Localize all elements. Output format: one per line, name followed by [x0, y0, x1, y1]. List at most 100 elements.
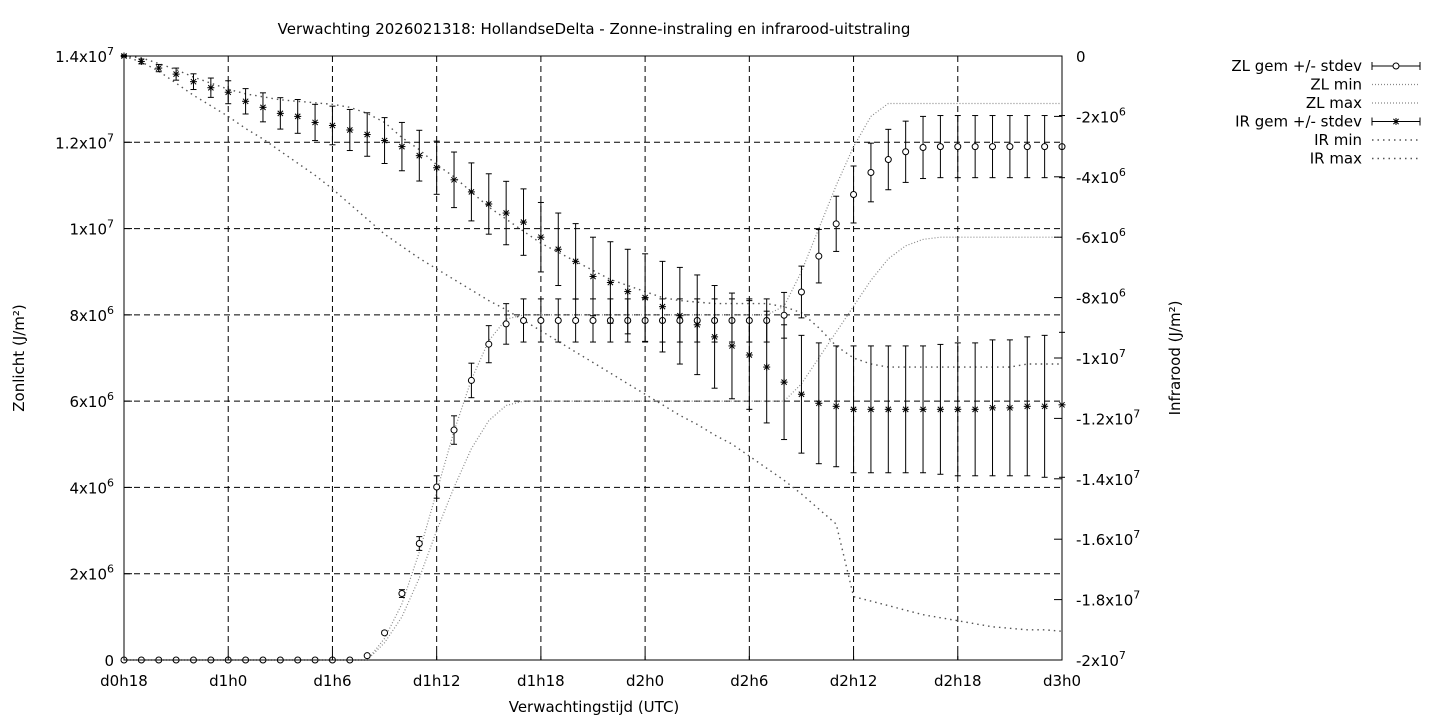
legend-label: IR min — [1314, 131, 1362, 149]
zl-point — [989, 143, 997, 151]
zl-point — [1006, 143, 1014, 151]
y-tick-label-exponent: 6 — [107, 563, 114, 576]
y-axis-label: Zonlicht (J/m²) — [10, 304, 28, 412]
zl-point — [902, 148, 910, 156]
ir-point — [259, 103, 267, 111]
zl-point — [450, 426, 458, 434]
series-line-2 — [124, 102, 1062, 661]
ir-point — [242, 97, 250, 105]
ir-point — [745, 351, 753, 359]
zl-point — [467, 376, 475, 384]
ir-point — [902, 405, 910, 413]
ir-point — [815, 399, 823, 407]
y2-tick-label-mantissa: -1.4x10 — [1076, 471, 1133, 489]
zl-point — [433, 483, 441, 491]
ir-point — [294, 112, 302, 120]
legend-label: IR max — [1310, 150, 1362, 168]
y2-tick-label-exponent: 7 — [1119, 649, 1126, 662]
y2-tick-label: -1x107 — [1076, 347, 1126, 368]
y-tick-label-exponent: 6 — [107, 390, 114, 403]
zl-point — [520, 316, 528, 324]
y2-tick-label-exponent: 6 — [1119, 287, 1126, 300]
ir-point — [676, 312, 684, 320]
zl-point — [954, 143, 962, 151]
ir-point — [363, 131, 371, 139]
ir-point — [971, 405, 979, 413]
ir-point — [936, 405, 944, 413]
y-tick-label: 1x107 — [69, 218, 114, 239]
y2-tick-label-exponent: 7 — [1133, 589, 1140, 602]
ir-point — [606, 279, 614, 286]
y2-tick-label: 0 — [1076, 48, 1086, 66]
zl-point — [363, 652, 371, 660]
ir-point — [780, 378, 788, 386]
ir-point — [589, 272, 597, 280]
zl-point — [554, 316, 562, 324]
y2-tick-label-mantissa: -6x10 — [1076, 229, 1119, 247]
y-tick-label: 1.4x107 — [55, 45, 114, 66]
y2-axis-label: Infrarood (J/m²) — [1166, 301, 1184, 416]
y-tick-label: 8x106 — [69, 304, 114, 325]
x-tick-label: d1h12 — [413, 672, 461, 690]
x-tick-label: d2h12 — [830, 672, 878, 690]
y-tick-label-exponent: 7 — [107, 131, 114, 144]
zl-point — [537, 316, 545, 324]
zl-point — [867, 168, 875, 176]
y-tick-label-mantissa: 1x10 — [69, 221, 107, 239]
ir-point — [641, 294, 649, 302]
chart-title: Verwachting 2026021318: HollandseDelta -… — [278, 20, 911, 38]
ir-point — [207, 84, 215, 92]
y-tick-label-mantissa: 4x10 — [69, 479, 107, 497]
ir-point — [693, 321, 701, 329]
x-axis-label: Verwachtingstijd (UTC) — [509, 698, 680, 716]
ir-point — [224, 88, 232, 96]
y2-tick-label-exponent: 7 — [1133, 407, 1140, 420]
zl-point — [850, 190, 858, 198]
ir-point — [554, 245, 562, 253]
zl-point — [415, 540, 423, 548]
ir-point — [450, 176, 458, 184]
ir-point — [1023, 402, 1031, 410]
x-tick-label: d2h0 — [626, 672, 664, 690]
ir-point — [155, 64, 163, 72]
zl-point — [1023, 143, 1031, 151]
y2-tick-label: -1.2x107 — [1076, 407, 1140, 428]
legend-label: ZL gem +/- stdev — [1231, 57, 1362, 75]
y2-tick-label-exponent: 7 — [1133, 528, 1140, 541]
ir-point — [433, 164, 441, 172]
x-tick-label: d0h18 — [100, 672, 148, 690]
ir-point — [989, 404, 997, 412]
ir-point — [572, 257, 580, 265]
y2-tick-label: -2x107 — [1076, 649, 1126, 670]
ir-point — [1041, 402, 1049, 410]
ir-point — [415, 152, 423, 160]
y-tick-label-mantissa: 1.4x10 — [55, 48, 107, 66]
x-tick-labels: d0h18 d1h0 d1h6 d1h12 d1h18 d2h0 d2h6 d2h12 d2h1… — [100, 652, 1081, 690]
y-tick-label-mantissa: 8x10 — [69, 307, 107, 325]
y2-tick-label: -8x106 — [1076, 287, 1126, 308]
zl-point — [1041, 143, 1049, 151]
y2-tick-label-exponent: 6 — [1119, 226, 1126, 239]
y2-tick-label: -1.8x107 — [1076, 589, 1140, 610]
y2-tick-labels: 0-2x106-4x106-6x106-8x106-1x107-1.2x107-… — [1054, 48, 1140, 670]
ir-point — [485, 200, 493, 208]
y2-tick-label-mantissa: -1.6x10 — [1076, 531, 1133, 549]
zl-point — [797, 288, 805, 296]
x-tick-label: d2h18 — [934, 672, 982, 690]
zl-point — [884, 156, 892, 164]
ir-point — [172, 70, 180, 78]
y2-tick-label-exponent: 6 — [1119, 105, 1126, 118]
legend-label: ZL min — [1310, 76, 1362, 94]
ir-point — [954, 405, 962, 413]
ir-point — [537, 233, 545, 241]
zl-point — [572, 316, 580, 324]
y2-tick-label-exponent: 6 — [1119, 166, 1126, 179]
ir-point — [658, 303, 666, 311]
y2-tick-label-mantissa: -1x10 — [1076, 350, 1119, 368]
legend-sample — [1371, 62, 1421, 70]
zl-point — [485, 340, 493, 348]
zl-point — [398, 590, 406, 598]
zl-point — [381, 629, 389, 637]
ir-point — [137, 57, 145, 65]
